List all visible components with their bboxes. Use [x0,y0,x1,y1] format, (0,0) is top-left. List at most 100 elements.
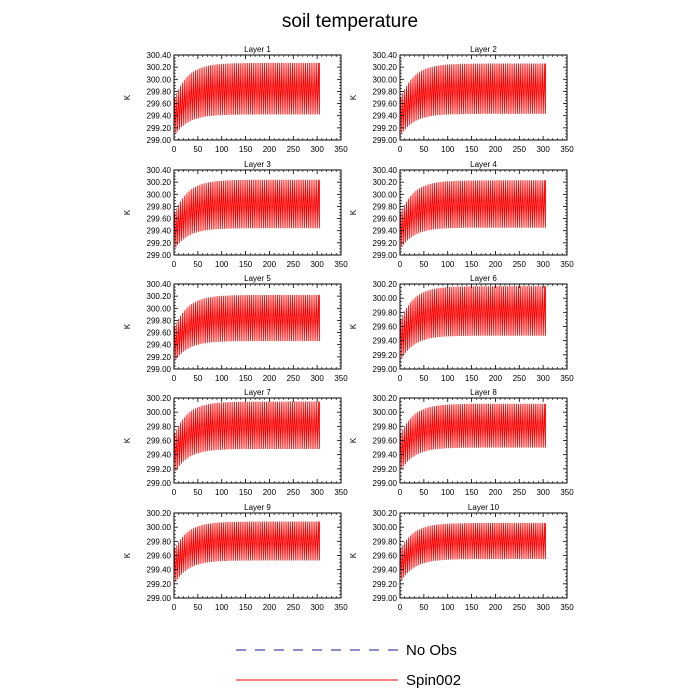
x-tick-label: 50 [193,374,202,383]
panel-title: Layer 6 [470,274,497,283]
x-tick-label: 150 [465,603,479,612]
y-tick-label: 300.20 [373,178,398,187]
x-tick-label: 250 [513,374,527,383]
y-tick-label: 299.80 [373,537,398,546]
x-tick-label: 200 [489,260,503,269]
y-tick-label: 300.20 [373,63,398,72]
x-tick-label: 200 [263,488,277,497]
x-tick-label: 250 [287,488,301,497]
x-tick-label: 50 [193,603,202,612]
y-tick-label: 300.40 [373,166,398,175]
x-tick-label: 50 [193,488,202,497]
x-tick-label: 250 [513,260,527,269]
y-tick-label: 299.20 [373,580,398,589]
panel-3: Layer 3 K 0 50 100 150 200 250 300 350 299.00 299.2… [123,160,348,269]
x-tick-label: 300 [310,374,324,383]
y-tick-label: 299.60 [373,437,398,446]
y-tick-label: 300.40 [147,51,172,60]
series-line-1 [174,179,320,251]
panel-title: Layer 10 [468,503,500,512]
x-tick-label: 100 [215,260,229,269]
y-tick-label: 299.60 [373,552,398,561]
x-tick-label: 100 [441,488,455,497]
y-tick-label: 299.00 [373,136,398,145]
x-tick-label: 150 [465,260,479,269]
y-tick-label: 299.20 [147,353,172,362]
series-line-1 [174,521,320,586]
x-tick-label: 300 [310,145,324,154]
x-tick-label: 300 [310,488,324,497]
y-tick-label: 299.20 [373,465,398,474]
x-tick-label: 0 [172,488,177,497]
y-axis-label: K [349,552,358,558]
x-tick-label: 50 [419,145,428,154]
x-tick-label: 0 [398,488,403,497]
y-axis-label: K [123,552,132,558]
x-tick-label: 50 [193,260,202,269]
y-tick-label: 299.80 [147,422,172,431]
y-tick-label: 299.80 [373,202,398,211]
x-tick-label: 300 [536,488,550,497]
x-tick-label: 200 [263,603,277,612]
y-tick-label: 300.20 [147,509,172,518]
y-tick-label: 300.20 [147,292,172,301]
panel-9: Layer 9 K 0 50 100 150 200 250 300 350 299.00 299.2… [123,503,348,612]
y-tick-label: 299.80 [373,308,398,317]
y-tick-label: 300.20 [147,178,172,187]
y-tick-label: 299.40 [373,112,398,121]
x-tick-label: 50 [419,260,428,269]
y-tick-label: 299.60 [147,100,172,109]
x-tick-label: 100 [441,603,455,612]
x-tick-label: 350 [560,260,574,269]
y-tick-label: 300.00 [147,523,172,532]
y-axis-label: K [123,94,132,100]
series-line-1 [400,286,546,362]
x-tick-label: 300 [536,260,550,269]
series-line-1 [400,180,546,251]
figure-title: soil temperature [282,11,418,32]
x-tick-label: 250 [513,145,527,154]
y-tick-label: 299.20 [147,239,172,248]
y-tick-label: 299.20 [147,465,172,474]
x-tick-label: 300 [310,260,324,269]
y-tick-label: 299.00 [147,365,172,374]
y-tick-label: 299.00 [147,594,172,603]
panel-title: Layer 1 [244,45,271,54]
x-tick-label: 50 [193,145,202,154]
y-axis-label: K [349,437,358,443]
y-tick-label: 299.20 [373,239,398,248]
panel-title: Layer 3 [244,160,271,169]
y-tick-label: 299.80 [373,87,398,96]
y-tick-label: 299.40 [147,227,172,236]
y-axis-label: K [123,323,132,329]
panel-6: Layer 6 K 0 50 100 150 200 250 300 350 299.00 299.2… [349,274,574,383]
y-tick-label: 299.00 [373,479,398,488]
y-tick-label: 300.00 [373,523,398,532]
x-tick-label: 0 [398,374,403,383]
y-tick-label: 299.60 [373,323,398,332]
y-tick-label: 300.00 [147,190,172,199]
y-axis-label: K [349,323,358,329]
y-tick-label: 300.00 [147,408,172,417]
x-tick-label: 300 [310,603,324,612]
y-tick-label: 299.60 [147,552,172,561]
y-tick-label: 299.20 [147,580,172,589]
x-tick-label: 100 [441,260,455,269]
y-tick-label: 300.00 [147,304,172,313]
y-tick-label: 299.00 [373,365,398,374]
y-tick-label: 299.80 [147,202,172,211]
y-tick-label: 299.40 [147,112,172,121]
x-tick-label: 0 [172,374,177,383]
y-tick-label: 299.20 [373,124,398,133]
y-tick-label: 299.00 [147,251,172,260]
x-tick-label: 100 [441,145,455,154]
y-tick-label: 299.60 [147,329,172,338]
panel-4: Layer 4 K 0 50 100 150 200 250 300 350 299.00 299.2… [349,160,574,269]
y-axis-label: K [123,437,132,443]
x-tick-label: 150 [239,260,253,269]
x-tick-label: 350 [560,145,574,154]
series-line-1 [174,62,320,138]
panel-title: Layer 2 [470,45,497,54]
x-tick-label: 250 [513,488,527,497]
panel-title: Layer 4 [470,160,497,169]
